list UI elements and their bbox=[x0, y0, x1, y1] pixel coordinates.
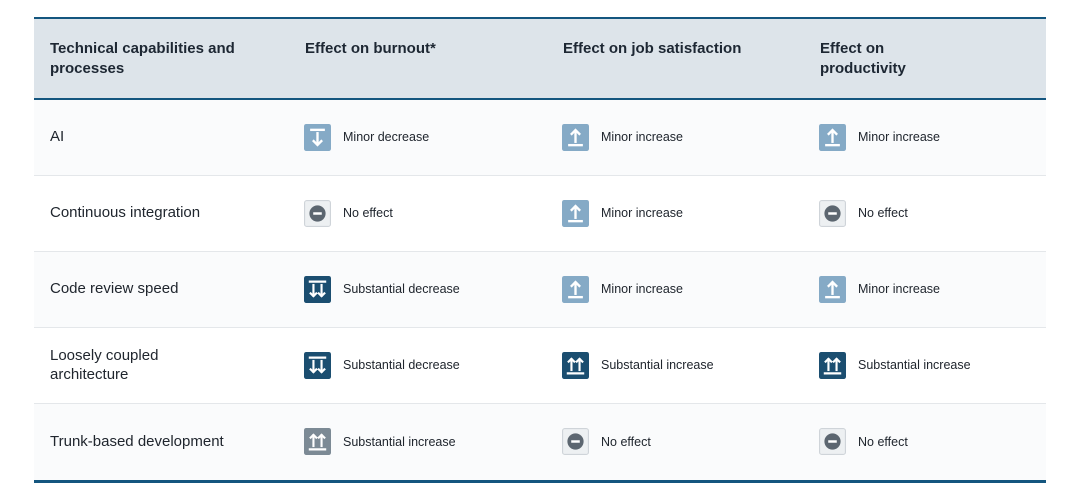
effect-cell-productivity: No effect bbox=[804, 176, 1046, 251]
header-productivity: Effect on productivity bbox=[804, 19, 1046, 98]
effect-cell-burnout: No effect bbox=[289, 176, 547, 251]
header-capability-label: Technical capabilities and processes bbox=[50, 40, 235, 78]
effect-label: No effect bbox=[858, 206, 908, 220]
table-row: Continuous integration No effect Minor inc… bbox=[34, 176, 1046, 252]
effect-label: Substantial increase bbox=[601, 358, 714, 372]
effect-label: Minor increase bbox=[858, 282, 940, 296]
effect-label: Minor increase bbox=[601, 206, 683, 220]
no-effect-icon bbox=[304, 199, 331, 227]
effect-cell-burnout: Minor decrease bbox=[289, 100, 547, 175]
table-row: Code review speed Substantial decrease Min… bbox=[34, 251, 1046, 328]
capability-cell: Loosely coupled architecture bbox=[34, 328, 289, 403]
effect-label: No effect bbox=[343, 206, 393, 220]
capability-label: Continuous integration bbox=[50, 204, 201, 222]
effect-cell-burnout: Substantial decrease bbox=[289, 328, 547, 403]
effect-cell-job-satisfaction: Substantial increase bbox=[547, 328, 804, 403]
table-row: AI Minor decrease Minor increase Minor incr… bbox=[34, 99, 1046, 176]
effect-cell-productivity: Minor increase bbox=[804, 252, 1046, 327]
table-body: AI Minor decrease Minor increase Minor incr… bbox=[34, 99, 1046, 480]
effect-cell-burnout: Substantial increase bbox=[289, 404, 547, 480]
effect-cell-productivity: Minor increase bbox=[804, 100, 1046, 175]
effect-cell-job-satisfaction: Minor increase bbox=[547, 252, 804, 327]
capability-label: Loosely coupled architecture bbox=[50, 346, 159, 384]
effect-label: Substantial increase bbox=[343, 434, 456, 449]
table-header-row: Technical capabilities and processes Eff… bbox=[34, 19, 1046, 100]
effects-table: Technical capabilities and processes Eff… bbox=[34, 17, 1046, 483]
capability-cell: Continuous integration bbox=[34, 176, 289, 251]
capability-label: AI bbox=[50, 128, 65, 146]
header-burnout: Effect on burnout* bbox=[289, 19, 547, 98]
substantial-increase-icon bbox=[304, 428, 331, 455]
no-effect-icon bbox=[819, 199, 846, 227]
effect-label: Substantial decrease bbox=[343, 358, 460, 372]
effect-label: Minor decrease bbox=[343, 130, 430, 144]
effect-cell-productivity: No effect bbox=[804, 404, 1046, 480]
effect-cell-job-satisfaction: Minor increase bbox=[547, 176, 804, 251]
effect-cell-burnout: Substantial decrease bbox=[289, 252, 547, 327]
effect-label: Substantial decrease bbox=[343, 282, 460, 296]
header-productivity-label: Effect on productivity bbox=[820, 40, 906, 78]
header-job-satisfaction: Effect on job satisfaction bbox=[547, 19, 804, 98]
effect-cell-job-satisfaction: Minor increase bbox=[547, 100, 804, 175]
substantial-decrease-icon bbox=[304, 351, 331, 379]
minor-increase-icon bbox=[819, 123, 846, 151]
minor-decrease-icon bbox=[304, 123, 331, 151]
capability-label: Trunk-based development bbox=[50, 432, 224, 450]
substantial-increase-icon bbox=[562, 351, 589, 379]
table-row: Trunk-based development Substantial incre… bbox=[34, 403, 1046, 480]
no-effect-icon bbox=[819, 428, 846, 455]
effect-cell-job-satisfaction: No effect bbox=[547, 404, 804, 480]
header-burnout-label: Effect on burnout* bbox=[305, 40, 436, 57]
minor-increase-icon bbox=[562, 275, 589, 303]
capability-cell: AI bbox=[34, 100, 289, 175]
substantial-increase-icon bbox=[819, 351, 846, 379]
substantial-decrease-icon bbox=[304, 275, 331, 303]
header-capability: Technical capabilities and processes bbox=[34, 19, 289, 98]
capability-label: Code review speed bbox=[50, 280, 179, 298]
effect-label: Minor increase bbox=[858, 130, 940, 144]
effect-label: No effect bbox=[858, 434, 908, 449]
effect-cell-productivity: Substantial increase bbox=[804, 328, 1046, 403]
capability-cell: Trunk-based development bbox=[34, 404, 289, 480]
no-effect-icon bbox=[562, 428, 589, 455]
effect-label: Minor increase bbox=[601, 282, 683, 296]
table-row: Loosely coupled architecture Substantial … bbox=[34, 328, 1046, 404]
capability-cell: Code review speed bbox=[34, 252, 289, 327]
minor-increase-icon bbox=[562, 199, 589, 227]
header-job-satisfaction-label: Effect on job satisfaction bbox=[563, 40, 742, 57]
minor-increase-icon bbox=[819, 275, 846, 303]
effect-label: Minor increase bbox=[601, 130, 683, 144]
effect-label: No effect bbox=[601, 434, 651, 449]
effect-label: Substantial increase bbox=[858, 358, 971, 372]
minor-increase-icon bbox=[562, 123, 589, 151]
